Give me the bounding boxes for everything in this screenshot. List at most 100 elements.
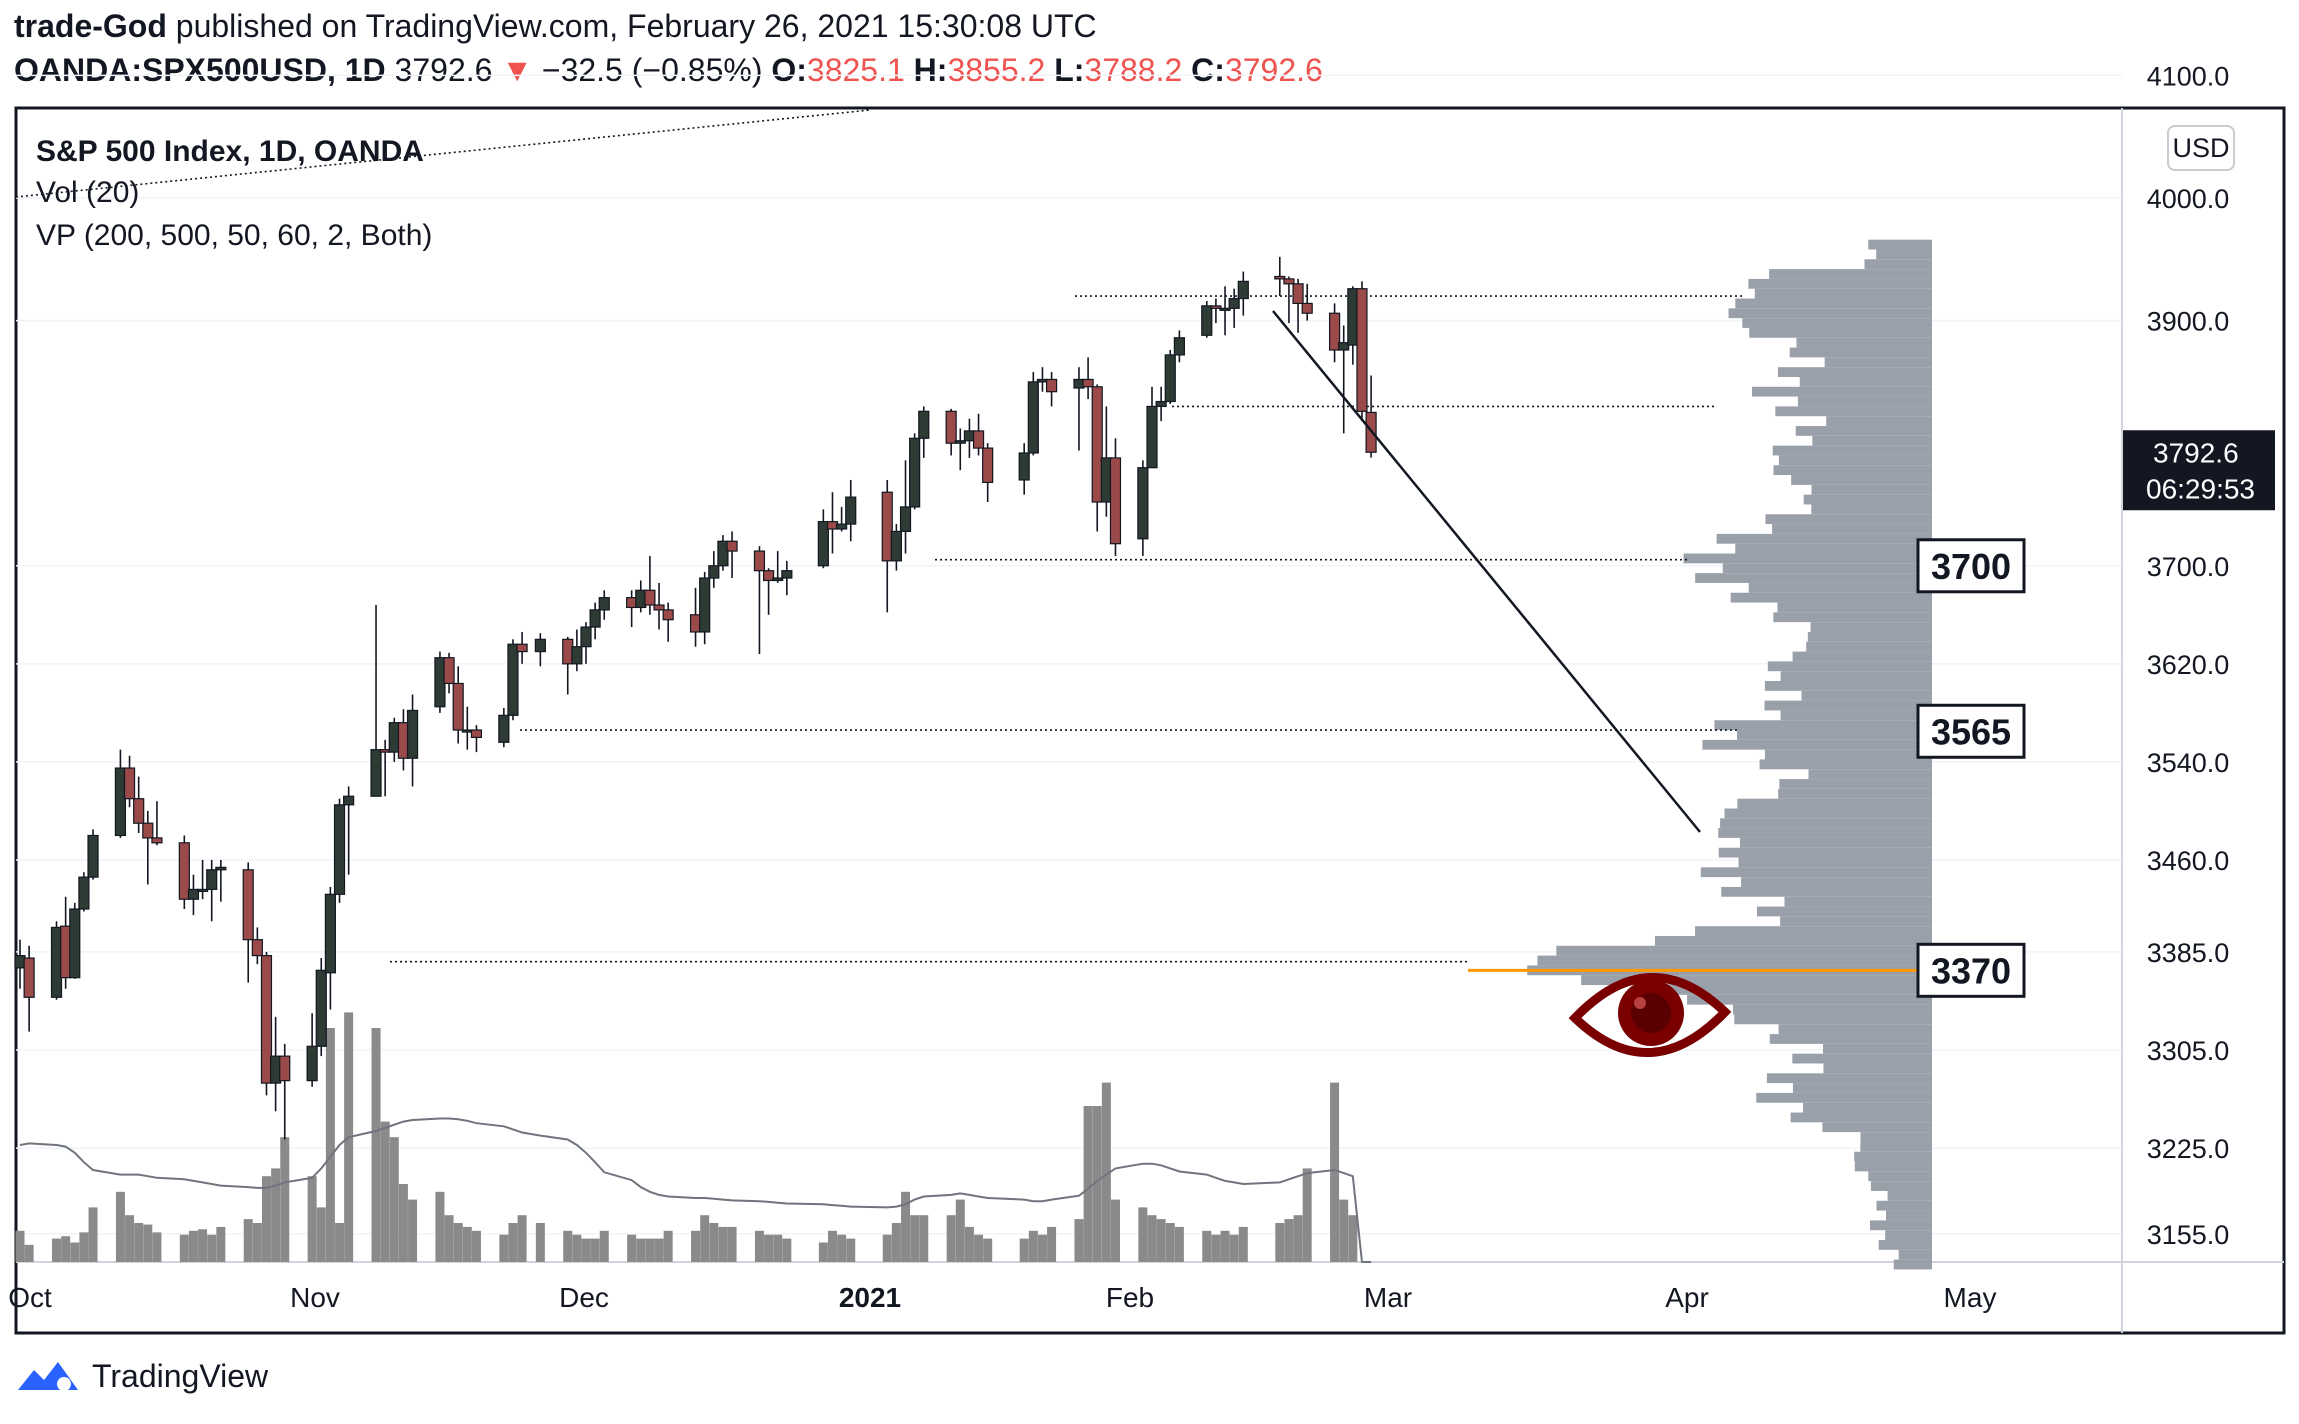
price-tick-label: 4100.0 [2147, 61, 2230, 91]
vp-bar [1738, 857, 1932, 868]
currency-button[interactable] [2167, 125, 2235, 171]
vp-bar [1735, 298, 1932, 309]
volume-bar [1037, 1234, 1047, 1262]
vp-bar [1734, 1014, 1932, 1025]
legend-volume: Vol (20) [36, 176, 139, 209]
candle-body [251, 939, 263, 957]
legend-title: S&P 500 Index, 1D, OANDA [36, 135, 424, 168]
candle [580, 622, 592, 664]
vp-bar [1687, 994, 1932, 1005]
vp-bar [1826, 416, 1932, 427]
candle-body [343, 795, 355, 806]
candle [589, 602, 601, 640]
volume-bar [24, 1244, 34, 1262]
symbol-name: OANDA:SPX500USD, 1D [14, 52, 386, 88]
volume-bar [636, 1238, 646, 1262]
vp-bar [1823, 1063, 1932, 1074]
volume-bar [901, 1191, 911, 1262]
volume-bar [1238, 1226, 1248, 1262]
candle [717, 535, 729, 571]
tradingview-footer[interactable]: TradingView [14, 1356, 268, 1396]
candle [434, 651, 446, 713]
vp-bar [1806, 641, 1932, 652]
candle-body [78, 876, 90, 910]
candle [1173, 330, 1185, 363]
candle-body [899, 506, 912, 533]
volume-bar [471, 1230, 481, 1262]
volume-bar [782, 1238, 792, 1262]
candle [963, 418, 976, 458]
candle [726, 531, 738, 579]
time-tick-label: 2021 [839, 1282, 901, 1313]
trend-line[interactable] [1272, 310, 1701, 833]
low-label: L: [1054, 52, 1085, 88]
candle-body [452, 682, 464, 731]
level-box-3370[interactable] [1916, 942, 2026, 998]
price-tick-label: 3700.0 [2147, 552, 2230, 582]
candle [516, 631, 528, 664]
volume-bar [134, 1223, 144, 1262]
volume-bar [1101, 1082, 1111, 1262]
vp-bar [1769, 269, 1932, 279]
vp-bar [1860, 1132, 1932, 1142]
volume-bar [563, 1230, 573, 1262]
volume-bar [61, 1236, 71, 1262]
vp-bar [1807, 631, 1932, 642]
level-label-3565: 3565 [1931, 711, 2011, 752]
candle-body [890, 530, 902, 562]
vp-bar [1764, 700, 1932, 711]
level-label-3370: 3370 [1931, 950, 2011, 991]
vp-bar [1876, 1200, 1932, 1211]
candle-body [1338, 342, 1350, 351]
vp-bar [1824, 357, 1932, 368]
vp-bar [1714, 720, 1932, 731]
published-text: published on TradingView.com, February 2… [175, 8, 1097, 44]
vp-bar [1720, 818, 1932, 829]
candle-body [1082, 378, 1094, 388]
time-tick-label: Nov [290, 1282, 340, 1313]
candle [1210, 298, 1222, 324]
vp-bar [1581, 975, 1932, 986]
level-box-3565[interactable] [1916, 703, 2026, 759]
vp-bar [1868, 239, 1932, 250]
candle-body [1045, 378, 1058, 393]
vp-bar [1695, 573, 1932, 583]
volume-bar [955, 1199, 965, 1262]
vp-bar [1777, 367, 1932, 377]
time-tick-label: May [1944, 1282, 1997, 1313]
candle [461, 706, 473, 750]
vp-bar [1823, 1043, 1932, 1054]
candle-body [60, 925, 72, 979]
candle-body [397, 722, 410, 759]
vp-bar [1878, 1240, 1932, 1250]
volume-bar [243, 1219, 253, 1262]
candle-body [1347, 288, 1359, 346]
vp-bar [1718, 828, 1932, 838]
candle [1292, 278, 1304, 333]
candle-body [635, 589, 647, 609]
volume-bar [261, 1176, 271, 1262]
volume-bar [380, 1121, 390, 1262]
candle [753, 546, 766, 655]
price-tick-label: 3385.0 [2147, 938, 2230, 968]
volume-bar [1110, 1199, 1120, 1262]
author-name[interactable]: trade-God [14, 8, 167, 44]
candle [534, 633, 546, 667]
candle-body [1100, 457, 1112, 503]
candle [306, 1013, 318, 1087]
candle-body [1283, 278, 1295, 285]
level-box-3700[interactable] [1916, 538, 2026, 594]
publication-line: trade-God published on TradingView.com, … [14, 8, 1097, 45]
vp-bar [1754, 288, 1932, 299]
candle [279, 1043, 291, 1140]
volume-bar [754, 1230, 764, 1262]
volume-bar [764, 1234, 774, 1262]
price-tick-label: 3620.0 [2147, 650, 2230, 680]
volume-bar [325, 1028, 335, 1262]
volume-bar [1348, 1215, 1358, 1262]
vp-bar [1748, 582, 1932, 593]
candle [78, 872, 90, 912]
bar-countdown: 06:29:53 [2146, 473, 2255, 504]
candle [379, 739, 391, 797]
